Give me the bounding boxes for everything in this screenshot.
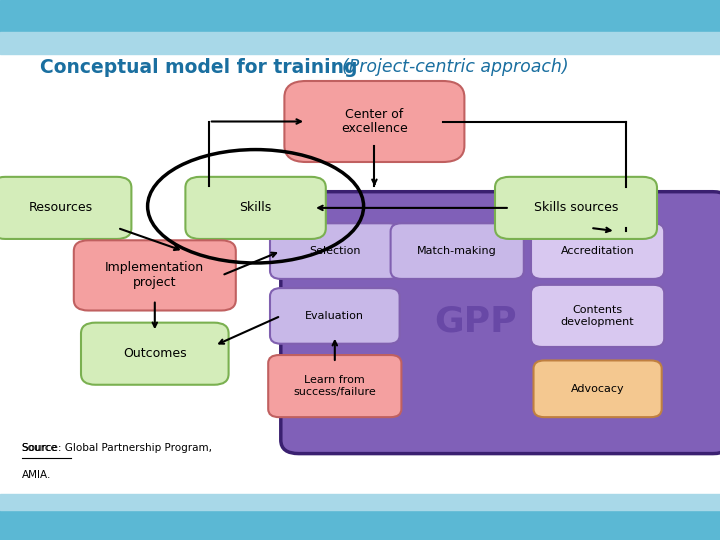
- Bar: [0, 494, 720, 510]
- FancyBboxPatch shape: [270, 288, 400, 344]
- Text: Accreditation: Accreditation: [561, 246, 634, 256]
- FancyBboxPatch shape: [534, 361, 662, 417]
- Text: (Project-centric approach): (Project-centric approach): [342, 58, 569, 77]
- FancyBboxPatch shape: [495, 177, 657, 239]
- Text: Skills sources: Skills sources: [534, 201, 618, 214]
- FancyBboxPatch shape: [268, 355, 402, 417]
- Text: Source: Source: [22, 443, 58, 453]
- Text: Conceptual model for training: Conceptual model for training: [40, 58, 364, 77]
- FancyBboxPatch shape: [531, 223, 664, 279]
- Text: GPP: GPP: [434, 305, 516, 338]
- Text: Center of
excellence: Center of excellence: [341, 107, 408, 136]
- FancyBboxPatch shape: [270, 223, 400, 279]
- Text: Skills: Skills: [240, 201, 271, 214]
- Text: Source: Global Partnership Program,: Source: Global Partnership Program,: [22, 443, 212, 453]
- Bar: [0, 0, 720, 32]
- FancyBboxPatch shape: [531, 285, 664, 347]
- FancyBboxPatch shape: [0, 177, 132, 239]
- Text: Match-making: Match-making: [418, 246, 497, 256]
- Text: Selection: Selection: [309, 246, 361, 256]
- Text: AMIA.: AMIA.: [22, 470, 51, 480]
- Text: Implementation
project: Implementation project: [105, 261, 204, 289]
- FancyBboxPatch shape: [73, 240, 236, 310]
- Bar: [0, 510, 720, 540]
- FancyBboxPatch shape: [185, 177, 325, 239]
- Text: Learn from
success/failure: Learn from success/failure: [294, 375, 376, 397]
- Text: Advocacy: Advocacy: [571, 384, 624, 394]
- Text: Outcomes: Outcomes: [123, 347, 186, 360]
- Text: Contents
development: Contents development: [561, 305, 634, 327]
- FancyBboxPatch shape: [281, 192, 720, 454]
- Bar: [0, 32, 720, 54]
- Text: Resources: Resources: [29, 201, 94, 214]
- FancyBboxPatch shape: [284, 81, 464, 162]
- FancyBboxPatch shape: [390, 223, 524, 279]
- FancyBboxPatch shape: [81, 322, 229, 384]
- Text: Evaluation: Evaluation: [305, 311, 364, 321]
